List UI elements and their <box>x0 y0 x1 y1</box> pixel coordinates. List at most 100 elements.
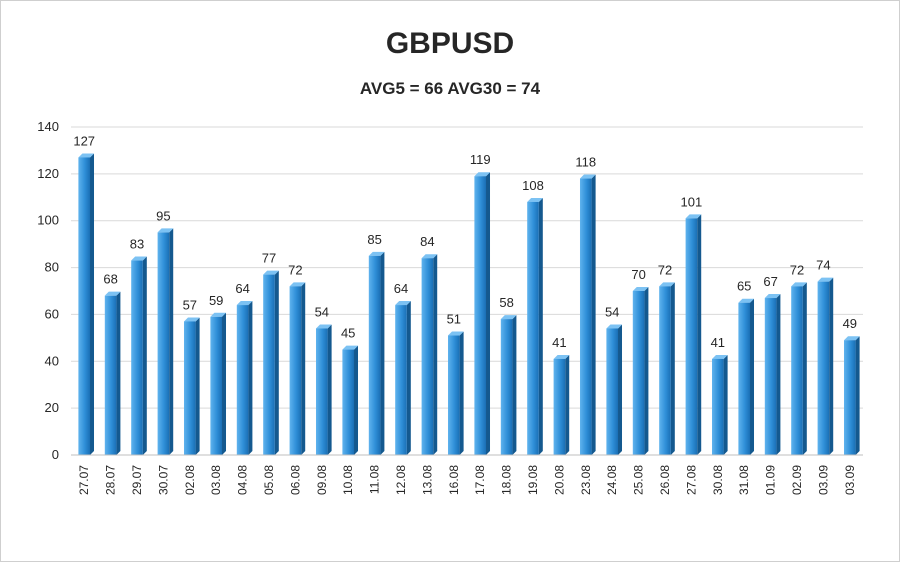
bar <box>395 301 411 455</box>
y-axis: 0 20 40 60 80 100 120 140 <box>37 119 59 462</box>
x-tick-label: 03.09 <box>843 465 857 495</box>
bar-top <box>500 315 517 320</box>
bar-top <box>104 291 121 296</box>
bar-front <box>315 328 328 455</box>
bar-top <box>474 172 491 177</box>
bar <box>78 153 95 455</box>
bar-front <box>817 281 830 455</box>
bar <box>791 282 807 455</box>
bar-front <box>764 298 777 455</box>
bar <box>421 254 438 455</box>
data-label: 70 <box>631 267 645 282</box>
bar-top <box>395 301 411 306</box>
bar-front <box>289 286 302 455</box>
data-label: 72 <box>288 262 302 277</box>
bar <box>342 345 359 455</box>
bar-top <box>817 277 834 282</box>
bar <box>183 317 200 455</box>
bar <box>764 294 781 455</box>
bar <box>500 315 517 455</box>
x-tick-label: 06.08 <box>288 465 302 495</box>
data-label: 45 <box>341 326 355 341</box>
bar <box>843 336 860 455</box>
bar-side <box>142 256 147 455</box>
x-tick-label: 05.08 <box>262 465 276 495</box>
data-label: 84 <box>420 234 434 249</box>
data-label: 108 <box>522 178 544 193</box>
bar-front <box>342 349 355 455</box>
bar-side <box>90 153 95 455</box>
x-tick-label: 25.08 <box>632 465 646 495</box>
bar-top <box>342 345 359 350</box>
bar-side <box>433 254 438 455</box>
data-label: 119 <box>470 152 491 167</box>
bar-top <box>131 256 147 261</box>
bar <box>738 298 755 455</box>
bar-side <box>512 315 517 455</box>
bar-top <box>606 324 623 329</box>
bar-front <box>131 260 143 455</box>
x-tick-label: 03.09 <box>816 465 830 495</box>
bar-side <box>222 312 227 455</box>
x-tick-label: 11.08 <box>368 465 382 494</box>
bar-top <box>78 153 95 158</box>
data-label: 51 <box>447 312 461 327</box>
bar-side <box>670 282 675 455</box>
bar-top <box>236 301 253 306</box>
bar-side <box>248 301 253 455</box>
x-tick-label: 17.08 <box>473 465 487 495</box>
bar <box>368 251 385 455</box>
bar-top <box>421 254 438 259</box>
bar-top <box>711 354 728 359</box>
x-tick-label: 03.08 <box>209 465 223 495</box>
bar-front <box>632 291 645 455</box>
x-tick-label: 02.08 <box>183 465 197 495</box>
data-label: 64 <box>235 281 249 296</box>
bar-top <box>527 197 543 202</box>
bar <box>315 324 332 455</box>
data-label: 72 <box>658 262 672 277</box>
bar-top <box>315 324 332 329</box>
data-label: 65 <box>737 279 751 294</box>
data-label: 118 <box>575 155 596 170</box>
bar-front <box>447 335 460 455</box>
data-label: 74 <box>816 258 830 273</box>
bar-top <box>685 214 702 219</box>
bar-top <box>210 312 227 317</box>
chart-subtitle: AVG5 = 66 AVG30 = 74 <box>359 79 541 98</box>
bar-top <box>843 336 860 341</box>
data-label: 95 <box>156 208 170 223</box>
bar-top <box>659 282 675 287</box>
x-tick-label: 31.08 <box>737 465 751 495</box>
data-label: 54 <box>605 304 619 319</box>
bar-top <box>579 174 596 179</box>
chart-title: GBPUSD <box>385 27 515 60</box>
bar-side <box>565 354 570 455</box>
x-axis: 27.07 28.07 29.07 30.07 02.08 03.08 04.08 05.08… <box>71 454 863 495</box>
bar-top <box>368 251 385 256</box>
bar <box>527 197 543 455</box>
x-tick-label: 10.08 <box>341 465 355 495</box>
data-label: 58 <box>499 295 513 310</box>
bar-front <box>236 305 249 455</box>
bar-side <box>829 277 834 455</box>
bar-side <box>459 331 464 455</box>
bar-side <box>750 298 755 455</box>
bar-side <box>802 282 807 455</box>
bar-front <box>210 316 223 455</box>
data-label: 64 <box>394 281 408 296</box>
x-tick-label: 29.07 <box>130 465 144 495</box>
bar-side <box>723 354 728 455</box>
bar-side <box>274 270 279 455</box>
bar-front <box>421 258 434 455</box>
bar-front <box>553 358 566 455</box>
bar-front <box>395 305 407 455</box>
bar-front <box>606 328 619 455</box>
bar <box>447 331 464 455</box>
bar <box>553 354 570 455</box>
bar-top <box>157 228 174 233</box>
bar <box>157 228 174 455</box>
x-tick-label: 23.08 <box>579 465 593 495</box>
x-tick-label: 16.08 <box>447 465 461 495</box>
